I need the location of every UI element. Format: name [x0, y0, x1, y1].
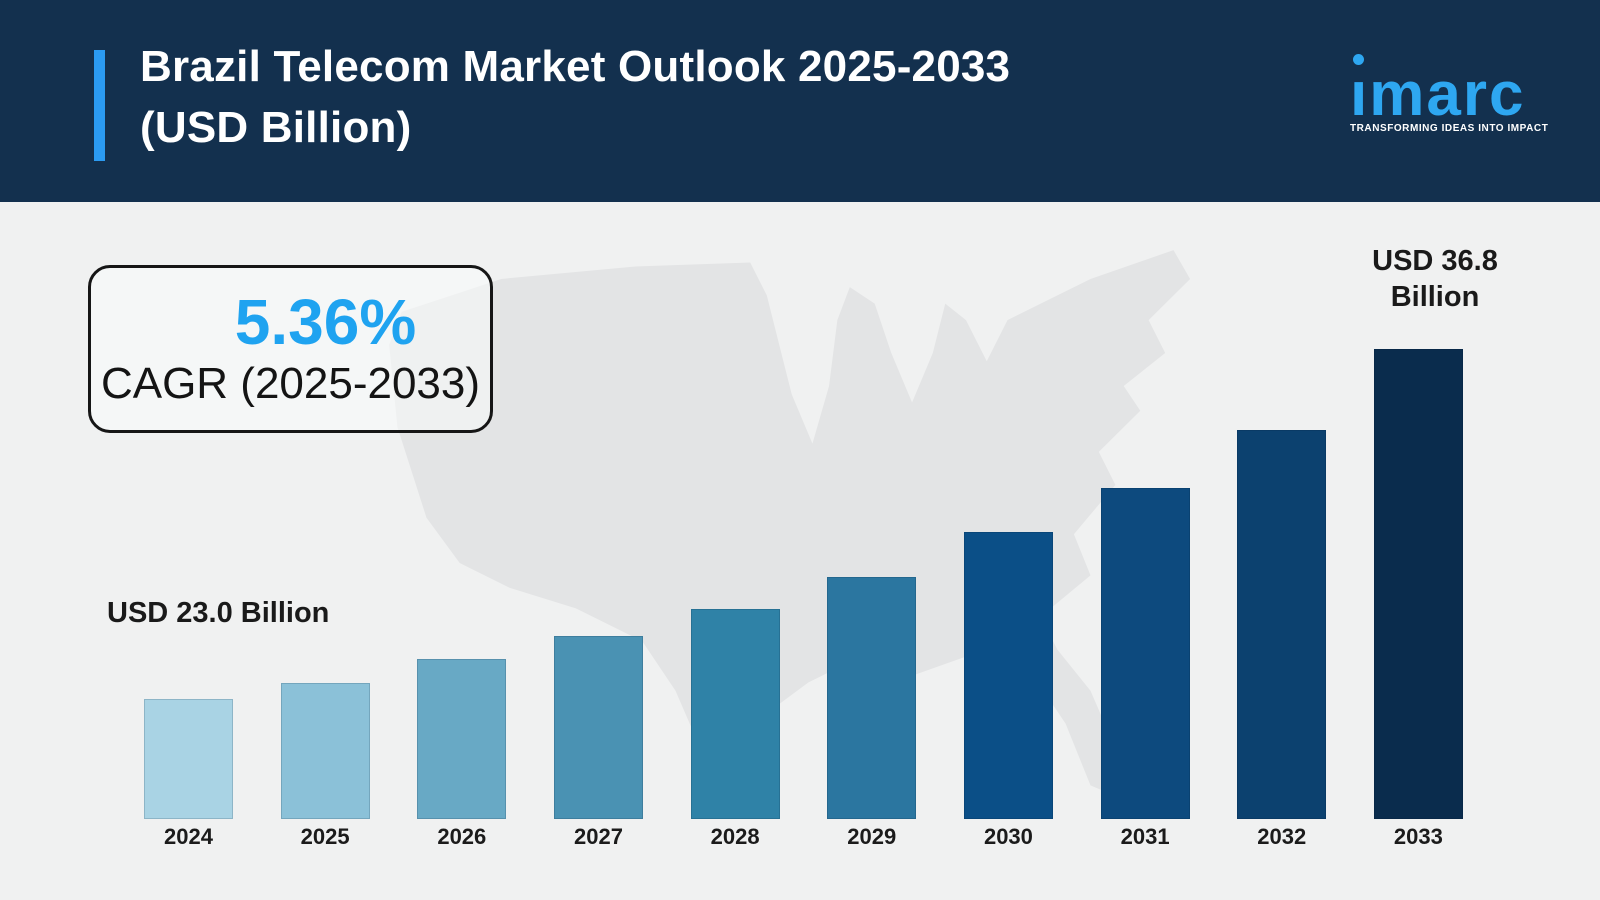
logo-dot-icon — [1353, 54, 1364, 65]
bar-column-2030: 2030 — [963, 349, 1053, 849]
x-axis-label-2025: 2025 — [300, 824, 350, 849]
imarc-logo: ımarc TRANSFORMING IDEAS INTO IMPACT — [1350, 50, 1550, 145]
header: Brazil Telecom Market Outlook 2025-2033 (… — [0, 0, 1600, 202]
bar-column-2028: 2028 — [690, 349, 780, 849]
x-axis-label-2031: 2031 — [1120, 824, 1170, 849]
cagr-value: 5.36% — [234, 286, 417, 359]
x-axis-label-2033: 2033 — [1393, 824, 1443, 849]
bar-2025 — [280, 683, 370, 819]
bar-2031 — [1100, 488, 1190, 819]
bar-2033 — [1373, 349, 1463, 819]
bar-column-2031: 2031 — [1100, 349, 1190, 849]
usa-map-path — [389, 250, 1191, 798]
logo-tagline: TRANSFORMING IDEAS INTO IMPACT — [1350, 123, 1549, 134]
bar-2029 — [827, 577, 917, 819]
title-line-1: Brazil Telecom Market Outlook 2025-2033 — [140, 42, 1011, 91]
bar-2028 — [690, 609, 780, 819]
bar-2030 — [963, 532, 1053, 819]
bar-column-2027: 2027 — [553, 349, 643, 849]
cagr-label: CAGR (2025-2033) — [100, 358, 481, 408]
logo-wordmark: ımarc — [1350, 60, 1526, 129]
bar-column-2033: 2033 — [1373, 349, 1463, 849]
title-line-2: (USD Billion) — [140, 103, 412, 152]
page-title: Brazil Telecom Market Outlook 2025-2033 (… — [140, 36, 1010, 158]
bar-chart: 2024 2025 2026 2027 2028 2029 2030 2031 2032 2033 — [144, 349, 1463, 849]
title-accent-bar — [94, 50, 105, 161]
x-axis-label-2027: 2027 — [573, 824, 623, 849]
bar-2032 — [1237, 430, 1327, 819]
bar-column-2026: 2026 — [417, 349, 507, 849]
x-axis-label-2030: 2030 — [983, 824, 1033, 849]
bar-column-2032: 2032 — [1237, 349, 1327, 849]
usa-map-silhouette — [389, 250, 1191, 798]
x-axis-label-2026: 2026 — [437, 824, 487, 849]
bar-2027 — [553, 636, 643, 819]
bar-2026 — [417, 659, 507, 819]
x-axis-label-2024: 2024 — [164, 824, 213, 849]
bar-column-2029: 2029 — [827, 349, 917, 849]
end-value-label: USD 36.8 Billion — [1372, 245, 1498, 313]
x-axis-label-2032: 2032 — [1257, 824, 1307, 849]
x-axis-label-2028: 2028 — [710, 824, 760, 849]
bar-column-2024: 2024 — [144, 349, 233, 849]
x-axis-label-2029: 2029 — [847, 824, 897, 849]
start-value-label: USD 23.0 Billion — [107, 597, 330, 629]
bar-column-2025: 2025 — [280, 349, 370, 849]
cagr-box: 5.36% CAGR (2025-2033) — [88, 265, 493, 433]
bar-2024 — [144, 699, 233, 819]
